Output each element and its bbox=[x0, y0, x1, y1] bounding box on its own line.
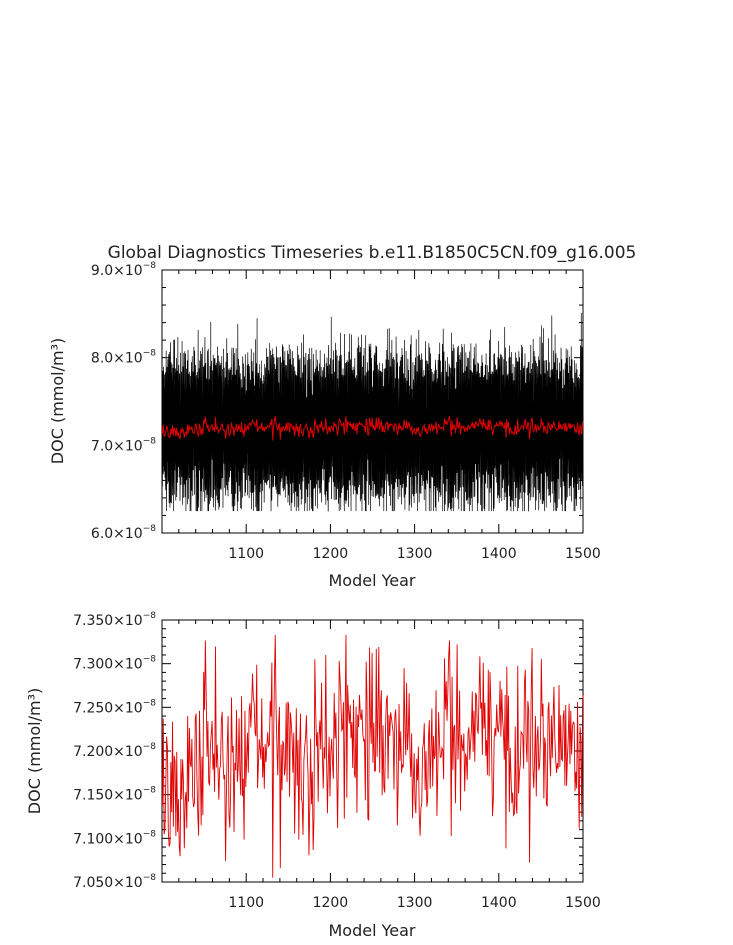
y-tick-label: 7.150×10−8 bbox=[73, 786, 156, 804]
x-tick-label: 1400 bbox=[481, 546, 517, 562]
series-lines bbox=[161, 312, 584, 512]
y-tick-label: 7.350×10−8 bbox=[73, 611, 156, 629]
y-tick-label: 9.0×10−8 bbox=[91, 261, 156, 279]
x-tick-labels: 1100 1200 1300 1400 1500 bbox=[228, 546, 600, 562]
x-axis-label: Model Year bbox=[329, 571, 416, 590]
x-tick-label: 1500 bbox=[565, 546, 601, 562]
x-tick-label: 1500 bbox=[565, 895, 601, 911]
series-line-monthly bbox=[161, 312, 584, 512]
series-lines bbox=[161, 634, 584, 878]
y-tick-label: 7.100×10−8 bbox=[73, 829, 156, 847]
x-tick-label: 1400 bbox=[481, 895, 517, 911]
x-tick-label: 1100 bbox=[228, 546, 264, 562]
x-axis-label: Model Year bbox=[329, 921, 416, 940]
y-axis-label: DOC (mmol/m³) bbox=[25, 688, 44, 814]
y-tick-labels: 6.0×10−8 7.0×10−8 8.0×10−8 9.0×10−8 bbox=[91, 261, 156, 542]
x-tick-label: 1300 bbox=[397, 546, 433, 562]
x-tick-label: 1100 bbox=[228, 895, 264, 911]
chart-title: Global Diagnostics Timeseries b.e11.B185… bbox=[108, 243, 637, 263]
x-tick-label: 1200 bbox=[313, 546, 349, 562]
y-tick-labels: 7.050×10−8 7.100×10−8 7.150×10−8 7.200×10−8… bbox=[73, 611, 156, 891]
x-tick-label: 1200 bbox=[313, 895, 349, 911]
y-axis-label: DOC (mmol/m³) bbox=[48, 338, 67, 464]
y-tick-label: 7.300×10−8 bbox=[73, 655, 156, 673]
x-tick-labels: 1100 1200 1300 1400 1500 bbox=[228, 895, 600, 911]
y-tick-label: 6.0×10−8 bbox=[91, 524, 156, 542]
y-tick-label: 7.0×10−8 bbox=[91, 436, 156, 454]
y-tick-label: 7.200×10−8 bbox=[73, 742, 156, 760]
x-tick-label: 1300 bbox=[397, 895, 433, 911]
series-line-annual bbox=[161, 415, 584, 441]
y-tick-label: 8.0×10−8 bbox=[91, 349, 156, 367]
series-line-annual bbox=[161, 634, 584, 878]
panel-bottom: 7.050×10−8 7.100×10−8 7.150×10−8 7.200×10−8… bbox=[25, 611, 601, 940]
panel-top: Global Diagnostics Timeseries b.e11.B185… bbox=[48, 243, 636, 590]
y-tick-label: 7.050×10−8 bbox=[73, 873, 156, 891]
y-tick-label: 7.250×10−8 bbox=[73, 698, 156, 716]
